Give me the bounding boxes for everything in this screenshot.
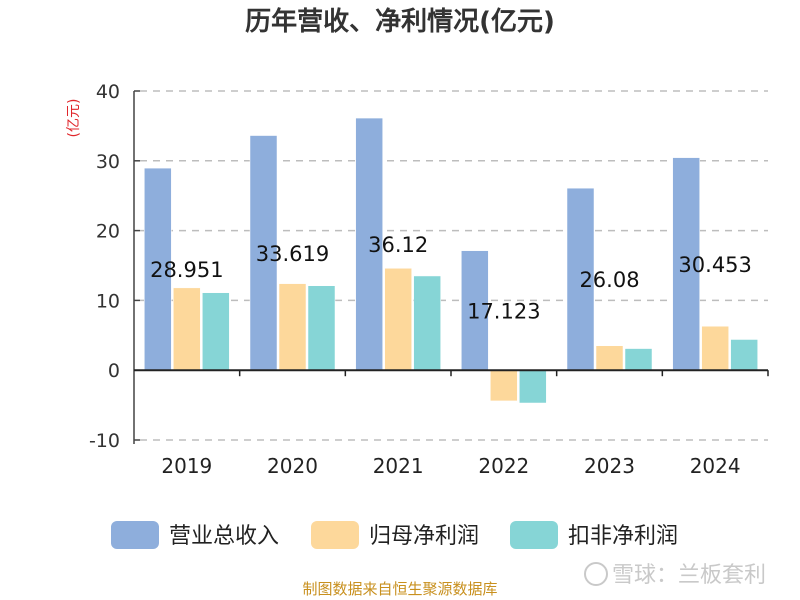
bar-1-2024	[672, 157, 700, 371]
data-label: 36.12	[368, 233, 428, 257]
data-source-note: 制图数据来自恒生聚源数据库	[302, 580, 497, 598]
x-tick-label: 2021	[373, 454, 424, 478]
data-labels: 28.951 33.619 36.12 17.123 26.08 30.453	[150, 233, 752, 323]
y-tick-label: 40	[96, 81, 120, 103]
bar-3-2021	[413, 275, 441, 371]
bar-3-2020	[307, 285, 336, 371]
x-tick-label: 2023	[584, 454, 635, 478]
y-tick-label: 10	[96, 290, 120, 312]
data-label: 30.453	[678, 253, 751, 277]
bar-1-2019	[144, 167, 172, 371]
data-label: 33.619	[256, 242, 329, 266]
data-label: 28.951	[150, 258, 223, 282]
chart-title: 历年营收、净利情况(亿元)	[245, 6, 555, 37]
y-axis-unit-label: (亿元)	[66, 99, 82, 138]
x-tick-label: 2020	[267, 454, 318, 478]
bar-2-2021	[384, 268, 412, 371]
bar-1-2021	[355, 117, 383, 371]
snowball-logo-icon	[584, 562, 608, 586]
legend-swatch	[311, 521, 359, 549]
legend-label: 归母净利润	[369, 524, 479, 549]
legend-swatch	[510, 521, 558, 549]
legend-item-1[interactable]: 营业总收入	[111, 521, 279, 549]
legend-item-3[interactable]: 扣非净利润	[510, 521, 678, 549]
bar-2-2020	[278, 283, 307, 371]
bar-3-2023	[624, 348, 653, 371]
x-tick-label: 2022	[478, 454, 529, 478]
y-tick-label: 20	[96, 221, 120, 243]
gridlines	[140, 90, 768, 441]
watermark-text: 雪球：兰板套利	[612, 563, 766, 588]
bar-2-2022	[490, 369, 518, 402]
bar-3-2022	[519, 369, 547, 404]
watermark: 雪球：兰板套利	[584, 562, 766, 588]
data-label: 17.123	[467, 299, 540, 323]
x-tick-label: 2024	[690, 454, 741, 478]
x-tick-label: 2019	[161, 454, 212, 478]
legend: 营业总收入 归母净利润 扣非净利润	[111, 521, 678, 549]
data-label: 26.08	[579, 268, 639, 292]
legend-item-2[interactable]: 归母净利润	[311, 521, 479, 549]
bar-1-2023	[566, 187, 595, 371]
y-tick-label: 30	[96, 151, 120, 173]
bar-3-2024	[730, 339, 758, 371]
bars	[144, 117, 758, 404]
bar-2-2023	[595, 345, 624, 371]
legend-label: 营业总收入	[169, 524, 279, 549]
bar-2-2024	[701, 325, 729, 371]
bar-3-2019	[202, 292, 230, 371]
y-tick-label: -10	[89, 430, 120, 452]
bar-1-2022	[461, 250, 489, 371]
legend-swatch	[111, 521, 159, 549]
bar-2-2019	[173, 287, 201, 371]
axes: -10 0 10 20 30 40 2019 2020 2021 2022 2023 2024	[89, 81, 769, 478]
legend-label: 扣非净利润	[568, 524, 678, 549]
y-tick-label: 0	[108, 360, 120, 382]
